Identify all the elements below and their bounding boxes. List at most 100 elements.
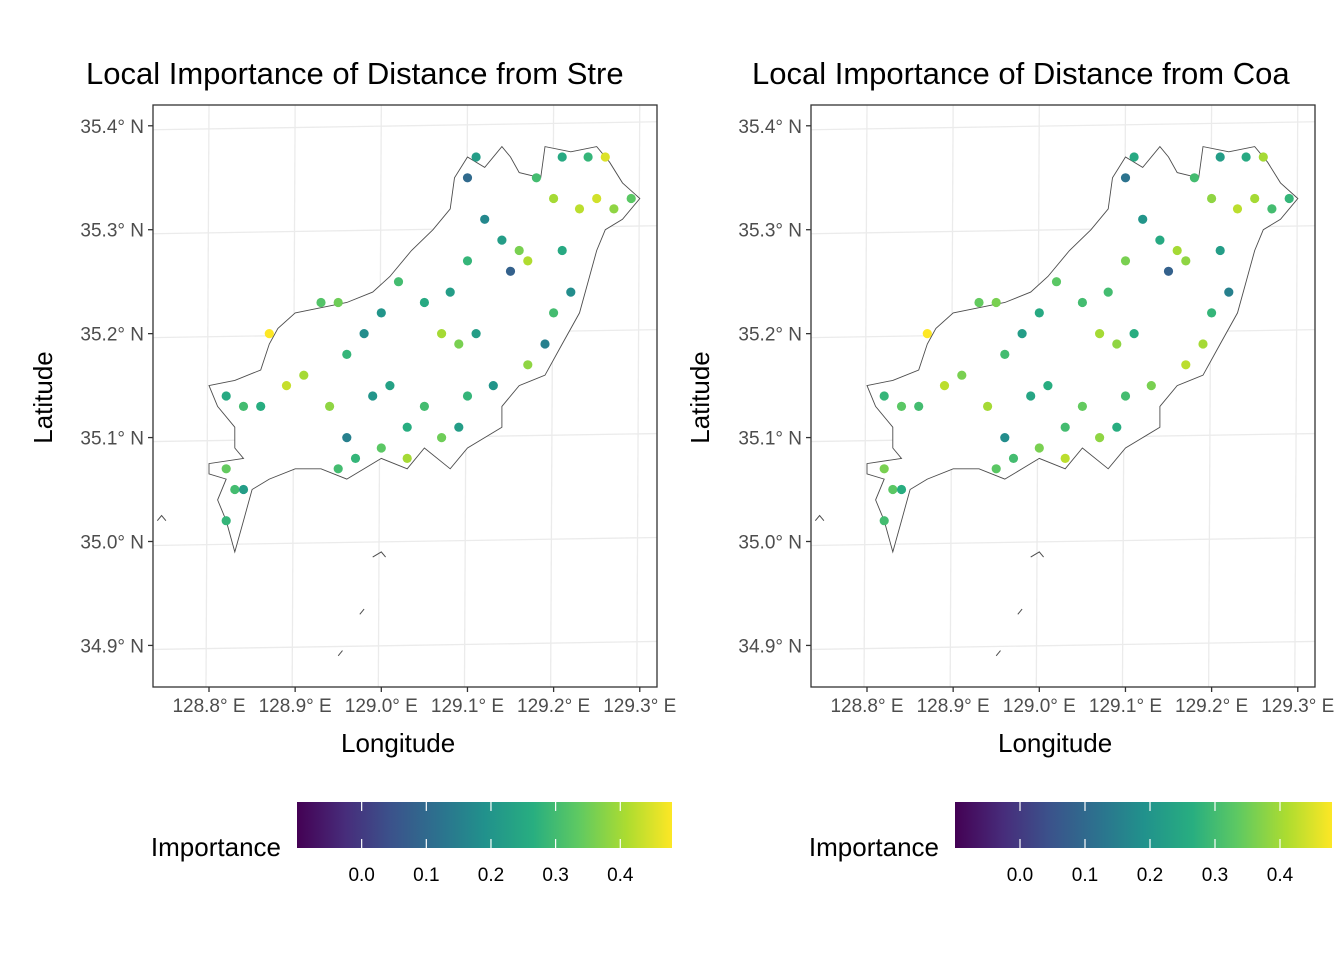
data-point: [991, 297, 1001, 308]
data-point: [566, 287, 576, 297]
plot-panel-border: [810, 104, 1316, 688]
data-point: [471, 152, 481, 162]
data-point: [1258, 152, 1268, 162]
island-outline: [995, 650, 1001, 657]
data-point: [1189, 173, 1199, 183]
data-point: [1120, 256, 1131, 266]
data-point: [583, 152, 593, 162]
data-point: [1129, 152, 1139, 162]
data-point: [983, 401, 993, 411]
data-point: [1095, 329, 1105, 339]
data-point: [238, 484, 249, 495]
data-point: [1077, 297, 1087, 308]
data-point: [454, 422, 464, 432]
data-point: [480, 214, 490, 224]
data-point: [1198, 339, 1208, 349]
data-point: [385, 381, 395, 391]
x-tick-label: 129.2° E: [517, 696, 590, 717]
data-point: [359, 329, 369, 339]
island-outline: [1017, 608, 1023, 615]
y-tick-label: 34.9° N: [80, 636, 144, 657]
x-tick-label: 129.0° E: [345, 696, 418, 717]
data-point: [1120, 173, 1131, 183]
data-point: [1095, 433, 1105, 443]
data-point: [1112, 339, 1122, 349]
data-point: [939, 381, 950, 391]
data-point: [914, 401, 924, 411]
data-point: [896, 401, 907, 411]
y-tick-label: 35.0° N: [80, 533, 144, 554]
data-point: [238, 401, 249, 411]
x-tick-label: 128.9° E: [917, 696, 990, 717]
data-point: [497, 235, 507, 245]
panel-1-title: Local Importance of Distance from Stre: [86, 56, 624, 91]
gridline-lat: [152, 121, 658, 131]
island-outline: [156, 514, 167, 522]
x-tick-label: 129.1° E: [1089, 696, 1162, 717]
gridline-lon: [1294, 104, 1299, 688]
data-point: [454, 339, 464, 349]
data-point: [333, 464, 343, 474]
data-point: [462, 256, 473, 266]
data-point: [574, 204, 585, 214]
panel-2-x-axis-label: Longitude: [998, 728, 1113, 758]
data-point: [1000, 349, 1010, 359]
legend: Importance 0.0 0.1 0.2 0.3 0.4: [151, 802, 672, 886]
data-point: [879, 391, 889, 401]
data-point: [1267, 204, 1277, 214]
gridline-lat: [810, 121, 1316, 131]
legend-tick-label: 0.4: [607, 865, 634, 886]
data-point: [1207, 308, 1217, 318]
data-point: [626, 193, 636, 204]
x-tick-label: 129.0° E: [1003, 696, 1076, 717]
data-point: [342, 433, 352, 443]
data-point: [1043, 381, 1053, 391]
data-point: [957, 370, 967, 380]
data-point: [445, 287, 455, 297]
data-point: [221, 464, 231, 474]
coastline-outline: [208, 145, 641, 554]
data-point: [264, 329, 274, 339]
data-point: [879, 464, 889, 474]
legend-tick-label: 0.1: [413, 865, 439, 886]
data-point: [879, 516, 889, 526]
y-tick-label: 35.4° N: [80, 117, 144, 138]
panel-1: 128.8° E 128.9° E 129.0° E 129.1° E 129.2° E…: [80, 104, 676, 886]
legend-tick-label: 0.1: [1072, 865, 1098, 886]
data-point: [557, 245, 567, 256]
x-tick-label: 128.8° E: [172, 696, 245, 717]
data-point: [1181, 360, 1191, 370]
island-outline: [359, 608, 365, 615]
panel-1-x-axis-label: Longitude: [341, 728, 456, 758]
data-point: [1008, 453, 1019, 463]
y-tick-label: 35.1° N: [738, 429, 802, 450]
data-point: [974, 297, 984, 308]
data-point: [1060, 453, 1070, 463]
data-point: [368, 391, 378, 401]
data-point: [230, 484, 240, 495]
data-point: [1034, 443, 1044, 453]
data-point: [991, 464, 1001, 474]
x-tick-label: 129.2° E: [1175, 696, 1248, 717]
data-point: [376, 443, 386, 453]
data-point: [1051, 277, 1062, 287]
legend-tick-label: 0.0: [1007, 865, 1033, 886]
data-point: [333, 297, 343, 308]
data-point: [1103, 287, 1113, 297]
data-point: [1215, 152, 1225, 162]
data-point: [531, 173, 542, 183]
plot-panel-border: [152, 104, 658, 688]
data-point: [1284, 193, 1294, 204]
data-point: [350, 453, 361, 463]
data-point: [342, 349, 352, 359]
data-point: [1129, 329, 1139, 339]
data-point: [514, 245, 524, 256]
x-tick-label: 129.3° E: [603, 696, 676, 717]
data-point: [1146, 381, 1156, 391]
data-point: [523, 256, 533, 266]
data-point: [1120, 391, 1131, 401]
data-point: [325, 401, 335, 411]
y-tick-label: 35.2° N: [80, 325, 144, 346]
x-tick-label: 128.8° E: [830, 696, 903, 717]
